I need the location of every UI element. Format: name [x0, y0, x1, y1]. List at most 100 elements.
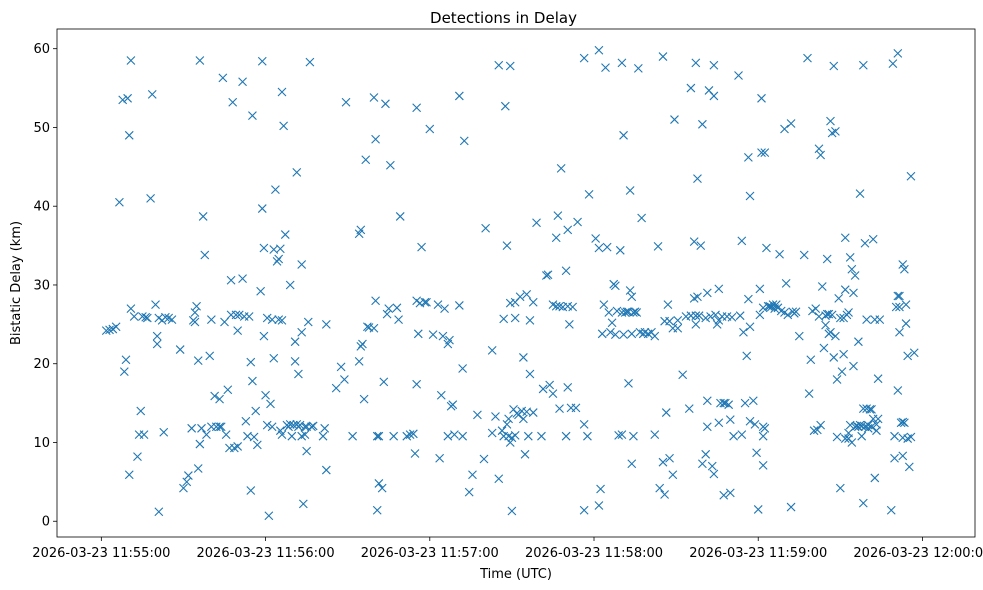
data-point-marker [827, 310, 837, 320]
data-point-marker [661, 408, 671, 417]
data-point-marker [152, 339, 162, 349]
data-point-marker [160, 312, 170, 322]
data-point-marker [760, 423, 770, 433]
data-point-marker [473, 410, 482, 420]
data-point-marker [241, 416, 251, 426]
data-point-marker [632, 308, 642, 317]
data-point-marker [627, 329, 637, 339]
data-point-marker [860, 238, 870, 248]
data-point-marker [290, 356, 300, 366]
data-point-marker [321, 319, 331, 329]
data-point-marker [277, 430, 287, 440]
data-point-marker [855, 420, 865, 430]
data-point-marker [331, 383, 341, 393]
data-point-marker [303, 317, 313, 327]
data-point-marker [660, 490, 670, 499]
data-point-marker [537, 431, 546, 441]
data-point-marker [362, 322, 372, 332]
data-point-marker [812, 425, 822, 435]
data-point-marker [226, 275, 236, 285]
data-point-marker [359, 394, 369, 404]
data-point-marker [906, 432, 916, 442]
data-point-marker [826, 327, 835, 337]
data-point-marker [138, 312, 147, 321]
data-point-marker [719, 490, 729, 500]
data-point-marker [167, 315, 177, 325]
data-point-marker [139, 430, 149, 440]
data-point-marker [693, 292, 702, 302]
data-point-marker [372, 505, 382, 515]
data-point-marker [775, 249, 784, 259]
data-point-marker [520, 449, 530, 459]
data-point-marker [339, 375, 349, 384]
data-point-marker [294, 369, 303, 379]
data-point-marker [336, 362, 346, 372]
data-point-marker [259, 331, 269, 341]
data-point-marker [845, 253, 855, 262]
data-point-marker [758, 303, 768, 313]
data-point-marker [126, 304, 136, 313]
data-point-marker [906, 171, 916, 181]
data-point-marker [612, 306, 622, 316]
data-point-marker [624, 379, 633, 388]
data-point-marker [822, 254, 832, 264]
data-point-marker [627, 292, 637, 302]
data-point-marker [786, 119, 796, 128]
data-point-marker [205, 351, 215, 361]
data-point-marker [847, 264, 857, 274]
data-point-marker [658, 52, 668, 61]
data-point-marker [701, 313, 711, 323]
data-point-marker [133, 452, 142, 462]
data-point-marker [499, 314, 509, 324]
data-point-marker [867, 405, 876, 414]
data-point-marker [610, 330, 620, 339]
data-point-marker [849, 288, 858, 298]
data-point-marker [563, 382, 573, 392]
data-point-marker [505, 438, 515, 447]
data-point-marker [412, 103, 422, 113]
data-point-marker [454, 301, 464, 310]
data-point-marker [561, 266, 571, 276]
data-point-marker [601, 63, 610, 72]
data-point-marker [701, 449, 711, 459]
data-point-marker [377, 483, 387, 493]
data-point-marker [277, 87, 287, 97]
data-point-marker [835, 483, 845, 493]
data-point-marker [369, 93, 379, 102]
data-point-marker [374, 479, 384, 488]
data-point-marker [599, 300, 609, 310]
data-point-marker [215, 422, 224, 432]
data-point-marker [696, 241, 706, 250]
data-point-marker [729, 431, 738, 441]
data-point-marker [755, 310, 765, 320]
data-point-marker [702, 288, 712, 298]
data-point-marker [321, 465, 331, 475]
data-point-marker [783, 310, 793, 320]
data-point-marker [826, 116, 835, 126]
data-point-marker [896, 418, 906, 428]
data-point-marker [551, 233, 561, 243]
data-point-marker [757, 93, 766, 103]
data-point-marker [799, 250, 809, 260]
data-point-marker [653, 241, 663, 251]
data-point-marker [497, 426, 507, 436]
data-point-marker [663, 300, 673, 310]
data-point-marker [607, 318, 617, 328]
data-point-marker [630, 307, 640, 317]
data-point-marker [179, 483, 188, 493]
data-point-marker [221, 430, 231, 440]
data-point-marker [814, 144, 824, 154]
data-point-marker [320, 423, 330, 433]
data-point-marker [745, 322, 755, 332]
x-tick-label: 2026-03-23 12:00:00 [853, 546, 983, 561]
data-point-marker [259, 243, 269, 253]
data-point-marker [579, 505, 589, 515]
data-point-marker [899, 418, 909, 428]
y-tick-label: 20 [33, 357, 50, 372]
data-point-marker [126, 56, 136, 65]
data-point-marker [875, 315, 885, 325]
data-point-marker [890, 431, 899, 441]
data-point-marker [868, 234, 878, 244]
data-point-marker [279, 121, 289, 131]
data-point-marker [594, 243, 604, 253]
